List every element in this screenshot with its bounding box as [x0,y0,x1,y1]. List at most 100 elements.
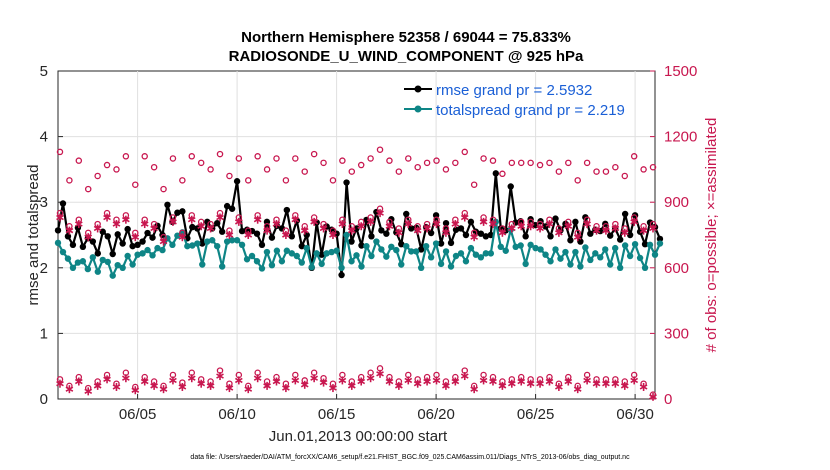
obs_possible_daily-point [602,168,610,175]
obs_assimilated_synoptic-point [442,228,450,237]
asterisk-stroke [347,227,356,234]
obs_assimilated_offsynoptic-point [507,379,516,388]
chart-title-line1: Northern Hemisphere 52358 / 69044 = 75.8… [241,29,571,46]
obs_assimilated_offsynoptic-point [573,385,582,394]
asterisk-stroke [103,376,111,383]
totalspread-point [129,261,136,268]
obs_assimilated_offsynoptic-point [517,377,526,386]
asterisk-stroke [234,219,243,225]
rmse-point [164,201,171,209]
asterisk-stroke [56,214,64,221]
asterisk-stroke [489,221,497,227]
asterisk-stroke [564,223,573,229]
asterisk-stroke [555,384,563,390]
obs_assimilated_offsynoptic-point [159,385,168,394]
asterisk-stroke [404,221,413,227]
rmse-point [124,225,131,233]
asterisk-stroke [649,225,657,232]
obs_possible_daily-point [489,157,497,164]
obs_possible_daily-point [517,159,525,167]
rmse-point [218,228,226,235]
obs_assimilated_offsynoptic-point [611,379,620,388]
rmse-point [64,233,72,240]
totalspread-point [154,244,161,252]
obs_possible_daily-point [423,159,431,167]
asterisk-stroke [611,225,620,232]
obs_assimilated_offsynoptic-point [216,372,224,381]
obs_possible_daily-point [226,172,233,180]
obs_assimilated_synoptic-point [263,226,271,235]
asterisk-stroke [300,227,309,234]
obs_possible_daily-point [630,153,638,160]
obs_possible_daily-point [263,166,271,173]
totalspread-point [228,237,236,244]
rmse-point [616,236,624,243]
obs_assimilated_synoptic-point [376,209,384,218]
totalspread-point [612,244,619,252]
totalspread-point [651,251,659,258]
asterisk-stroke [507,381,516,387]
asterisk-stroke [630,377,639,384]
rmse-point [104,233,111,240]
obs_assimilated_synoptic-point [394,228,403,237]
asterisk-stroke [310,219,319,225]
rmse-point [462,231,470,239]
obs_assimilated_offsynoptic-point [112,382,121,391]
obs_possible_daily-point [649,163,657,171]
obs_assimilated_synoptic-point [460,213,469,222]
rmse-point [119,240,126,247]
rmse-point [567,237,574,244]
obs_assimilated_offsynoptic-point [187,374,196,383]
totalspread-point [358,263,365,270]
totalspread-point [422,242,430,250]
obs_assimilated_offsynoptic-point [432,376,441,385]
obs_assimilated_synoptic-point [159,237,168,246]
totalspread-point [79,258,87,265]
asterisk-stroke [573,234,582,240]
left-y-tick-label: 0 [40,391,48,408]
obs_possible_daily-point [357,161,365,169]
obs_assimilated_offsynoptic-point [84,387,93,396]
obs_possible_daily-point [141,153,148,160]
obs_assimilated_synoptic-point [122,215,130,224]
asterisk-stroke [112,384,121,390]
obs_assimilated_synoptic-point [291,215,300,224]
obs_assimilated_offsynoptic-point [404,376,413,385]
totalspread-point [408,248,415,255]
totalspread-point [636,254,644,262]
asterisk-stroke [93,383,102,389]
totalspread-point [621,242,629,249]
rmse-point [492,170,499,177]
rmse-point [457,225,465,232]
asterisk-stroke [187,217,196,223]
totalspread-point [517,242,524,249]
obs_possible_daily-point [320,159,327,167]
obs_assimilated_synoptic-point [187,215,196,224]
rmse-point [204,218,211,226]
obs_possible_daily-point [273,155,280,162]
totalspread-point [477,254,485,261]
totalspread-point [577,263,584,270]
asterisk-stroke [338,377,347,384]
obs_assimilated_synoptic-point [583,220,591,229]
totalspread-point [114,261,121,269]
rmse-point [621,210,629,218]
asterisk-stroke [413,227,422,234]
obs_assimilated_synoptic-point [150,224,158,233]
obs_assimilated_offsynoptic-point [526,379,535,388]
asterisk-stroke [272,378,281,385]
obs_assimilated_offsynoptic-point [442,381,450,390]
rmse-point [442,219,450,227]
rmse-point [59,200,67,207]
totalspread-point [631,240,639,248]
obs_possible_daily-point [113,166,120,173]
totalspread-point [338,264,345,271]
rmse-point [149,234,156,241]
totalspread-point [194,240,201,247]
obs_assimilated_offsynoptic-point [489,377,497,386]
obs_assimilated_synoptic-point [602,226,610,235]
asterisk-stroke [479,377,488,384]
totalspread-point [199,261,206,268]
asterisk-stroke [93,225,102,232]
totalspread-point [607,261,614,268]
